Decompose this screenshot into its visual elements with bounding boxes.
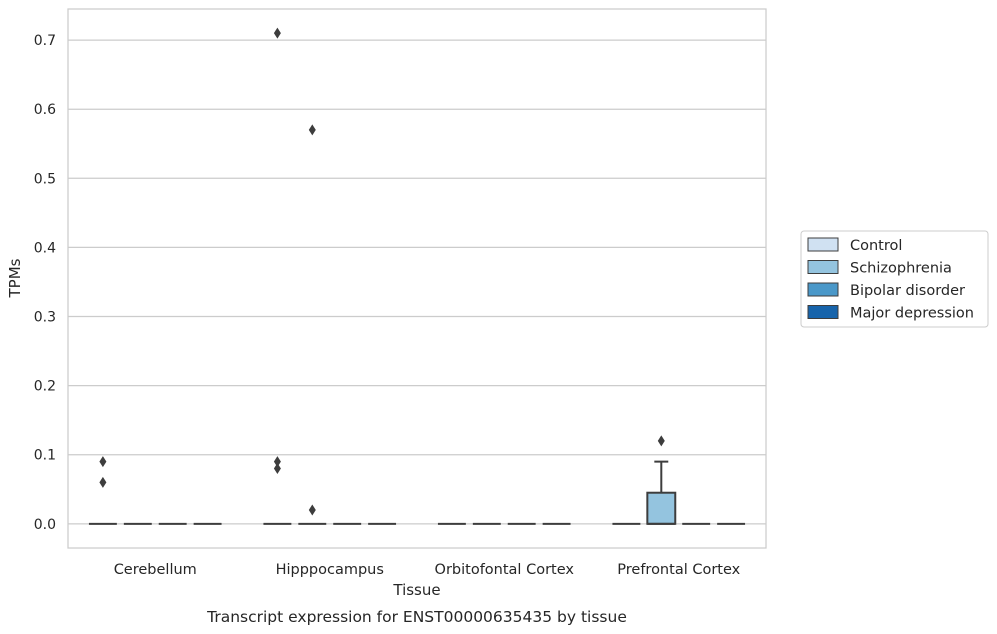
legend-label: Bipolar disorder	[850, 283, 965, 299]
y-tick-label: 0.7	[34, 33, 56, 49]
y-tick-label: 0.4	[34, 240, 56, 256]
legend-swatch	[807, 260, 839, 274]
y-tick-label: 0.1	[34, 448, 56, 464]
legend-swatch	[807, 237, 839, 252]
x-tick-label: Orbitofontal Cortex	[435, 562, 575, 578]
outlier-point	[99, 476, 107, 488]
x-tick-label: Cerebellum	[114, 562, 197, 578]
outlier-point	[273, 456, 281, 468]
y-tick-label: 0.0	[34, 517, 56, 533]
box-plot-marks	[88, 27, 746, 525]
legend-swatch	[807, 282, 839, 297]
x-tick-labels: Cerebellum Hipppocampus Orbitofontal Corte…	[114, 562, 741, 578]
x-axis-label: Tissue	[392, 581, 440, 599]
grid-lines	[68, 39, 766, 525]
y-tick-labels: 0.0 0.1 0.2 0.3 0.4 0.5 0.6 0.7	[34, 33, 56, 533]
x-tick-label: Hipppocampus	[276, 562, 384, 578]
outlier-point	[273, 463, 281, 475]
legend-label: Major depression	[850, 306, 974, 322]
outlier-point	[657, 435, 665, 447]
legend-label: Schizophrenia	[850, 261, 952, 277]
legend: Control Schizophrenia Bipolar disorder Majo…	[800, 230, 989, 328]
y-tick-label: 0.2	[34, 379, 56, 395]
y-tick-label: 0.6	[34, 102, 56, 118]
outlier-point	[99, 456, 107, 468]
outlier-point	[308, 124, 316, 136]
axes-frame	[67, 8, 767, 549]
box	[646, 491, 677, 525]
legend-swatch	[807, 305, 839, 319]
legend-label: Control	[850, 238, 902, 254]
chart-title: Transcript expression for ENST0000063543…	[206, 608, 627, 626]
outlier-point	[308, 504, 316, 516]
y-axis-label: TPMs	[6, 258, 24, 298]
y-tick-label: 0.3	[34, 310, 56, 326]
x-tick-label: Prefrontal Cortex	[617, 562, 740, 578]
outlier-point	[273, 27, 281, 39]
y-tick-label: 0.5	[34, 171, 56, 187]
legend-frame	[800, 230, 989, 328]
